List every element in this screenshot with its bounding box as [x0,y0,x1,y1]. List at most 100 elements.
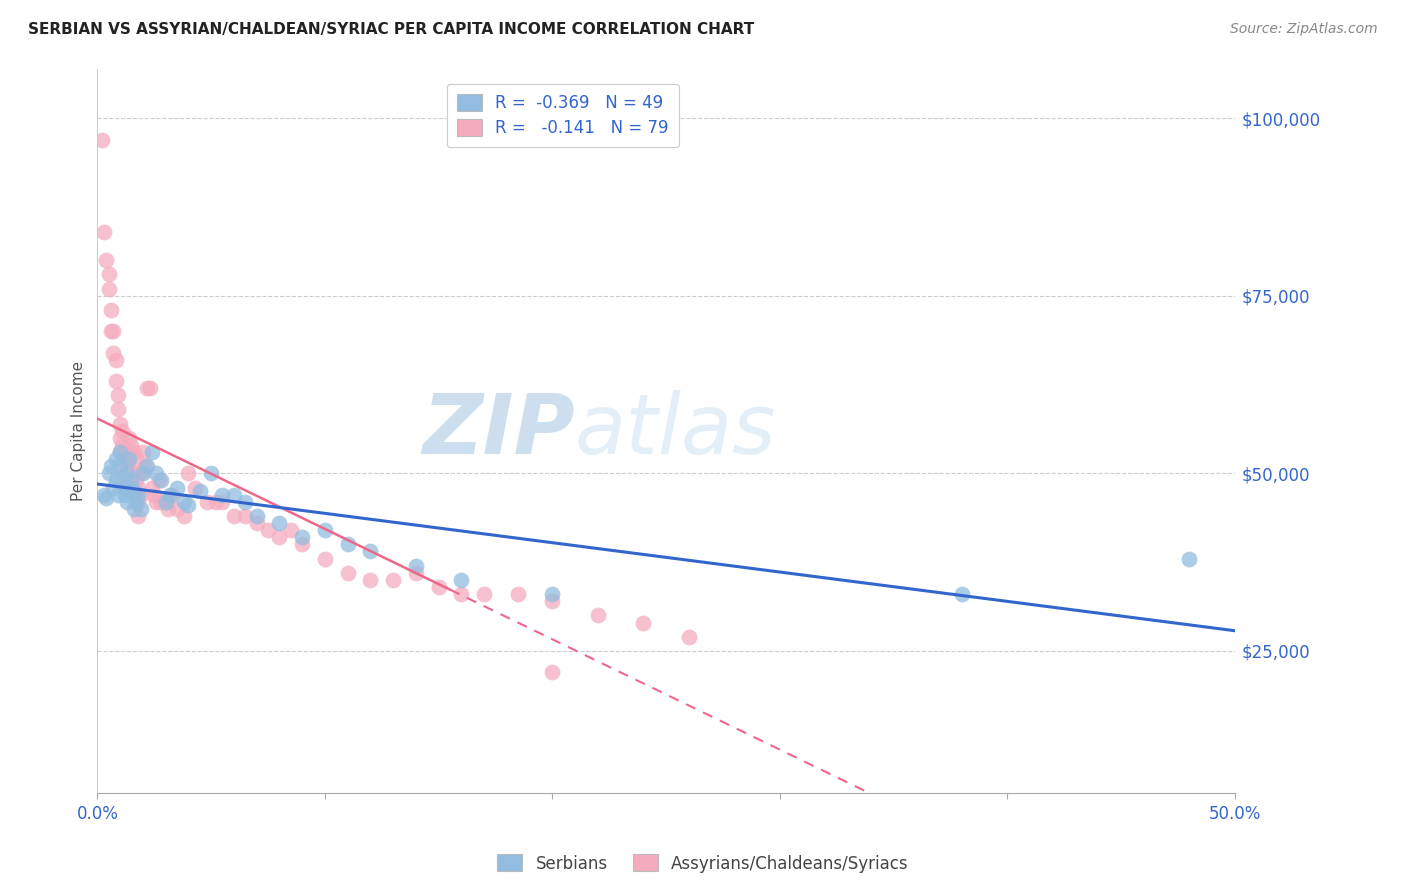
Point [115,467,138,481]
Text: atlas: atlas [575,391,776,471]
Point [122,467,145,481]
Point [100,324,122,338]
Point [115,467,138,481]
Point [114,481,136,495]
Point [90,132,112,146]
Point [314,523,336,537]
Point [245,508,267,523]
Point [129,488,152,502]
Point [173,508,195,523]
Point [104,352,127,367]
Point [950,587,973,601]
Point [145,467,167,481]
Point [129,501,152,516]
Point [115,495,138,509]
Point [141,445,163,459]
Point [121,467,143,481]
Point [107,402,129,417]
Point [93,225,115,239]
Y-axis label: Per Capita Income: Per Capita Income [72,360,86,500]
Point [291,537,314,551]
Point [134,459,156,474]
Point [103,345,125,359]
Point [184,481,207,495]
Point [405,558,427,573]
Point [245,516,267,530]
Point [111,470,134,484]
Point [257,523,280,537]
Point [107,388,129,402]
Point [125,474,148,488]
Point [195,495,218,509]
Point [104,452,127,467]
Point [118,452,141,467]
Point [148,474,170,488]
Point [132,445,155,459]
Point [121,438,143,452]
Point [93,488,115,502]
Point [108,417,131,431]
Point [138,381,160,395]
Point [103,481,125,495]
Point [114,481,136,495]
Point [129,467,152,481]
Point [141,481,163,495]
Point [472,587,495,601]
Point [166,481,188,495]
Point [233,495,256,509]
Point [450,573,472,587]
Point [159,488,181,502]
Point [100,459,122,474]
Point [405,566,427,580]
Point [122,484,145,499]
Point [508,587,530,601]
Point [97,467,120,481]
Point [177,499,200,513]
Point [103,324,125,338]
Point [222,508,245,523]
Point [136,381,159,395]
Point [143,488,166,502]
Text: Source: ZipAtlas.com: Source: ZipAtlas.com [1230,22,1378,37]
Point [162,488,184,502]
Point [125,452,148,467]
Point [118,431,141,445]
Point [156,501,179,516]
Point [280,523,302,537]
Point [127,508,149,523]
Point [291,530,314,544]
Point [166,501,188,516]
Text: SERBIAN VS ASSYRIAN/CHALDEAN/SYRIAC PER CAPITA INCOME CORRELATION CHART: SERBIAN VS ASSYRIAN/CHALDEAN/SYRIAC PER … [28,22,755,37]
Point [108,445,131,459]
Point [211,495,233,509]
Point [114,467,136,481]
Point [118,445,141,459]
Point [200,467,222,481]
Point [188,484,211,499]
Point [122,445,145,459]
Point [108,459,131,474]
Point [107,488,129,502]
Point [269,530,291,544]
Point [104,374,127,388]
Point [173,495,195,509]
Point [222,488,245,502]
Point [155,495,177,509]
Legend: R =  -0.369   N = 49, R =   -0.141   N = 79: R = -0.369 N = 49, R = -0.141 N = 79 [447,84,679,147]
Point [115,474,138,488]
Point [104,474,127,488]
Point [678,630,700,644]
Point [121,488,143,502]
Point [150,495,173,509]
Point [314,551,336,566]
Point [121,474,143,488]
Point [269,516,291,530]
Point [145,495,167,509]
Point [111,438,134,452]
Point [359,573,381,587]
Point [125,495,148,509]
Point [177,467,200,481]
Point [97,268,120,282]
Point [211,488,233,502]
Point [633,615,655,630]
